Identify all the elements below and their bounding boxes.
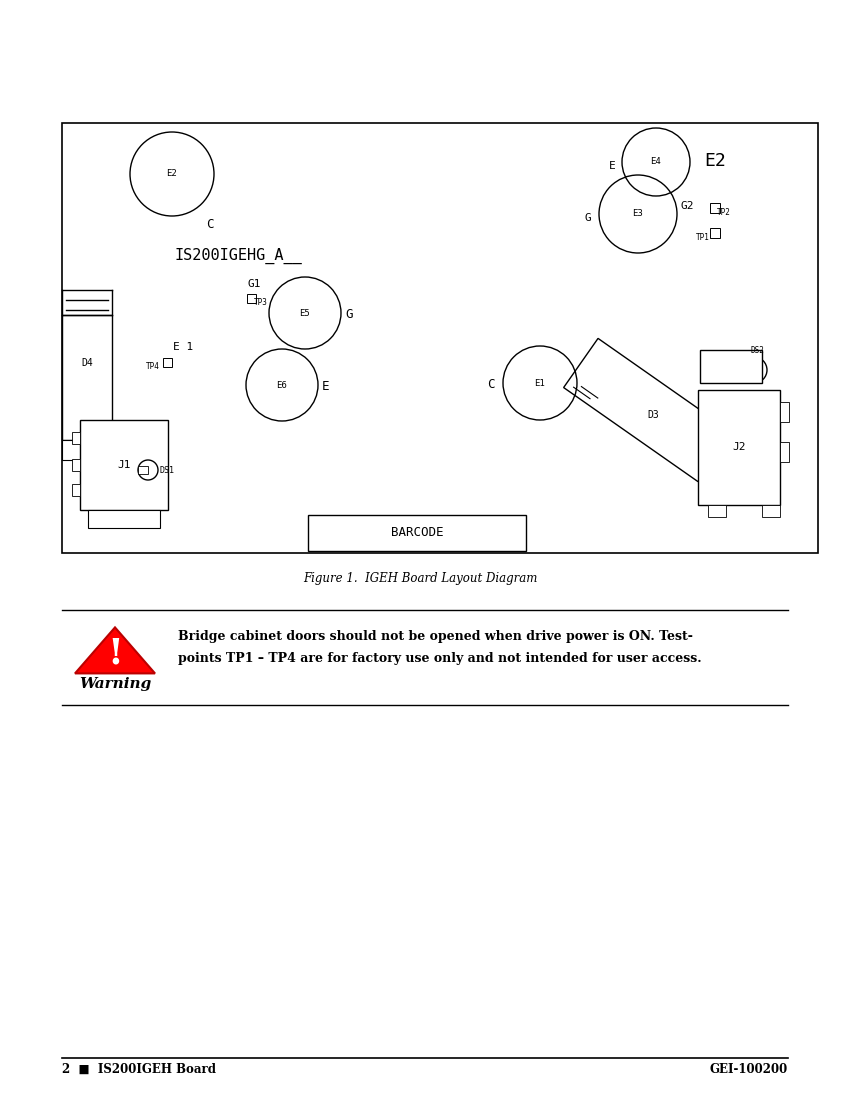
Text: E: E [609, 161, 616, 170]
Text: Warning: Warning [79, 678, 151, 692]
Bar [780, 442, 789, 462]
Text: !: ! [107, 636, 123, 670]
Bar [247, 294, 257, 302]
Bar [710, 228, 720, 238]
Text: E4: E4 [650, 157, 661, 166]
Text: Bridge cabinet doors should not be opened when drive power is ON. Test-: Bridge cabinet doors should not be opene… [178, 630, 693, 644]
Text: TP1: TP1 [696, 233, 710, 242]
Text: J2: J2 [732, 442, 745, 452]
Text: G1: G1 [248, 279, 262, 289]
Bar [163, 358, 173, 366]
Bar [780, 402, 789, 422]
Text: E6: E6 [276, 381, 287, 389]
Bar [72, 459, 80, 471]
Bar [308, 515, 526, 551]
Bar [710, 204, 720, 213]
Bar [708, 505, 726, 517]
Text: G2: G2 [681, 201, 694, 211]
Text: E3: E3 [632, 209, 643, 219]
Text: E1: E1 [535, 378, 546, 387]
Text: E5: E5 [299, 308, 310, 318]
Text: IS200IGEHG_A__: IS200IGEHG_A__ [175, 248, 303, 264]
Text: Figure 1.  IGEH Board Layout Diagram: Figure 1. IGEH Board Layout Diagram [303, 572, 537, 585]
Bar [72, 432, 80, 444]
Bar [698, 390, 780, 505]
Bar [62, 123, 818, 553]
Text: C: C [488, 378, 495, 392]
Text: G: G [584, 213, 591, 223]
Text: C: C [206, 218, 213, 231]
Text: E2: E2 [704, 152, 726, 170]
Text: E2: E2 [167, 169, 178, 178]
Text: DS1: DS1 [160, 466, 175, 475]
Text: D4: D4 [81, 358, 93, 367]
Bar [762, 505, 780, 517]
Text: TP2: TP2 [717, 208, 731, 217]
Text: E: E [322, 381, 330, 394]
Text: D3: D3 [647, 410, 659, 420]
Text: E 1: E 1 [173, 342, 193, 352]
Text: J1: J1 [117, 460, 131, 470]
Bar [62, 315, 112, 440]
Text: G: G [345, 308, 353, 321]
Bar [138, 466, 148, 474]
Text: points TP1 – TP4 are for factory use only and not intended for user access.: points TP1 – TP4 are for factory use onl… [178, 652, 701, 666]
Text: TP3: TP3 [254, 298, 268, 307]
Text: 2  ■  IS200IGEH Board: 2 ■ IS200IGEH Board [62, 1063, 216, 1076]
Bar [72, 484, 80, 496]
Bar [62, 440, 112, 460]
Bar [80, 420, 168, 510]
Text: DS2: DS2 [751, 346, 765, 355]
Text: TP4: TP4 [146, 362, 160, 371]
Text: BARCODE: BARCODE [391, 527, 443, 539]
Bar [700, 350, 762, 383]
Bar [88, 510, 160, 528]
Polygon shape [75, 627, 155, 673]
Text: GEI-100200: GEI-100200 [710, 1063, 788, 1076]
